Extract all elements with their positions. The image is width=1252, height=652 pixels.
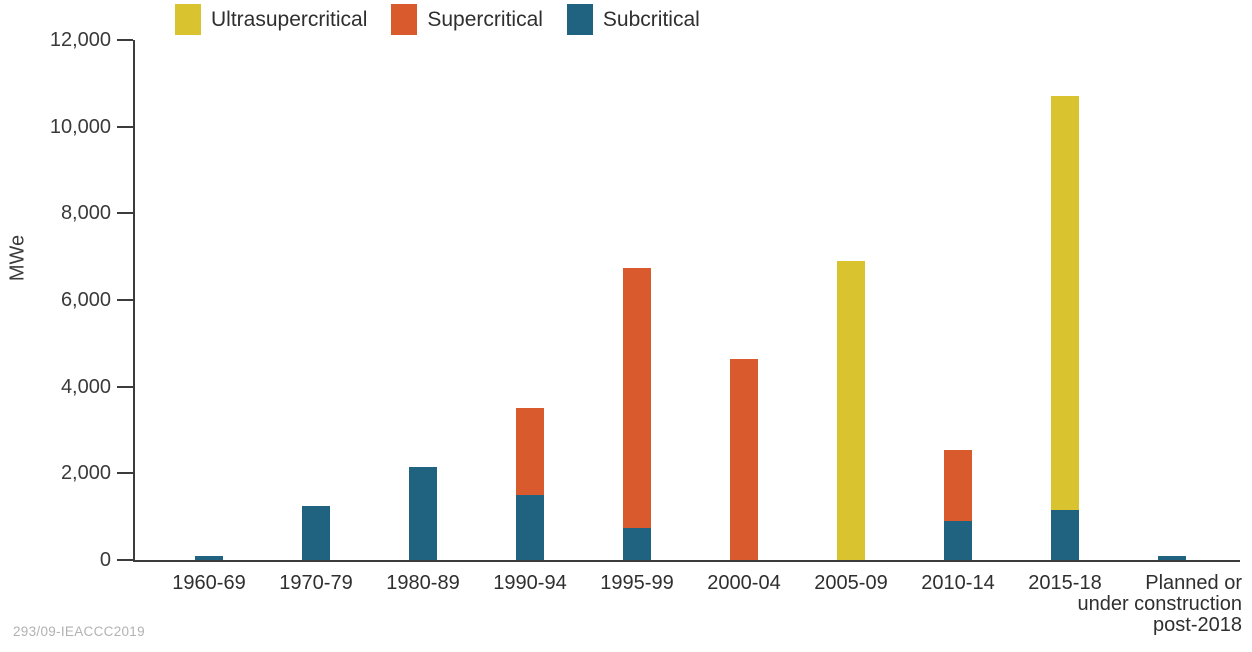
bar-5 <box>623 267 651 560</box>
x-tick-label: 2000-04 <box>707 572 781 594</box>
bar-segment-subcritical <box>944 521 972 560</box>
legend-swatch-ultrasupercritical <box>175 4 201 35</box>
y-tick-label: 4,000 <box>60 375 111 398</box>
bar-9 <box>1051 96 1079 560</box>
y-tick <box>117 472 133 475</box>
legend-item-ultrasupercritical: Ultrasupercritical <box>175 4 367 35</box>
y-tick <box>117 299 133 301</box>
bar-6 <box>730 358 758 560</box>
legend-label-ultrasupercritical: Ultrasupercritical <box>211 7 368 31</box>
bar-10 <box>1158 555 1186 560</box>
bar-segment-subcritical <box>302 505 330 560</box>
bar-segment-subcritical <box>195 555 223 560</box>
bar-segment-supercritical <box>623 267 651 528</box>
bar-segment-ultrasupercritical <box>837 261 865 560</box>
y-tick <box>117 125 133 128</box>
x-tick-label: Planned or under construction post-2018 <box>1077 572 1242 636</box>
legend: Ultrasupercritical Supercritical Subcrit… <box>175 4 700 35</box>
bar-3 <box>409 466 437 560</box>
y-tick-label: 12,000 <box>49 29 111 51</box>
bar-7 <box>837 261 865 560</box>
bar-4 <box>516 408 544 560</box>
legend-label-supercritical: Supercritical <box>427 7 543 31</box>
x-tick-label: 2015-18 <box>1028 572 1102 594</box>
x-tick-label: 1990-94 <box>493 572 567 594</box>
bar-segment-subcritical <box>516 495 544 560</box>
bar-segment-supercritical <box>944 449 972 521</box>
bar-segment-supercritical <box>516 408 544 495</box>
bar-segment-subcritical <box>1158 555 1186 560</box>
y-tick-label: 2,000 <box>60 462 111 485</box>
x-tick-label: 1995-99 <box>600 572 674 594</box>
bar-segment-supercritical <box>730 358 758 560</box>
y-tick-label: 0 <box>99 549 111 571</box>
x-tick-label: 1960-69 <box>172 572 246 594</box>
y-tick <box>117 39 133 41</box>
y-tick-label: 10,000 <box>49 115 111 138</box>
x-tick-label: 1970-79 <box>279 572 353 594</box>
plot-area: 0 2,000 4,000 6,000 8,000 10,000 12,000 1960-69… <box>50 29 1242 636</box>
x-tick-label: 1980-89 <box>386 572 460 594</box>
legend-swatch-subcritical <box>566 4 593 35</box>
y-tick <box>117 212 133 215</box>
x-tick-label: 2005-09 <box>814 572 888 594</box>
y-axis-title: MWe <box>6 234 29 282</box>
legend-item-subcritical: Subcritical <box>566 4 700 35</box>
y-tick-label: 8,000 <box>60 202 111 225</box>
bar-2 <box>302 505 330 560</box>
legend-label-subcritical: Subcritical <box>602 7 700 31</box>
bar-segment-subcritical <box>1051 510 1079 560</box>
bar-segment-subcritical <box>409 466 437 560</box>
bar-segment-subcritical <box>623 527 651 560</box>
bar-segment-ultrasupercritical <box>1051 96 1079 511</box>
bar-8 <box>944 449 972 560</box>
bar-1 <box>195 555 223 560</box>
y-tick <box>117 385 133 388</box>
y-tick <box>117 559 133 561</box>
x-tick-label: 2010-14 <box>921 572 995 594</box>
footer-credit: 293/09-IEACCC2019 <box>13 624 145 639</box>
legend-item-supercritical: Supercritical <box>391 4 543 35</box>
legend-swatch-supercritical <box>391 4 418 35</box>
y-tick-label: 6,000 <box>60 289 111 311</box>
